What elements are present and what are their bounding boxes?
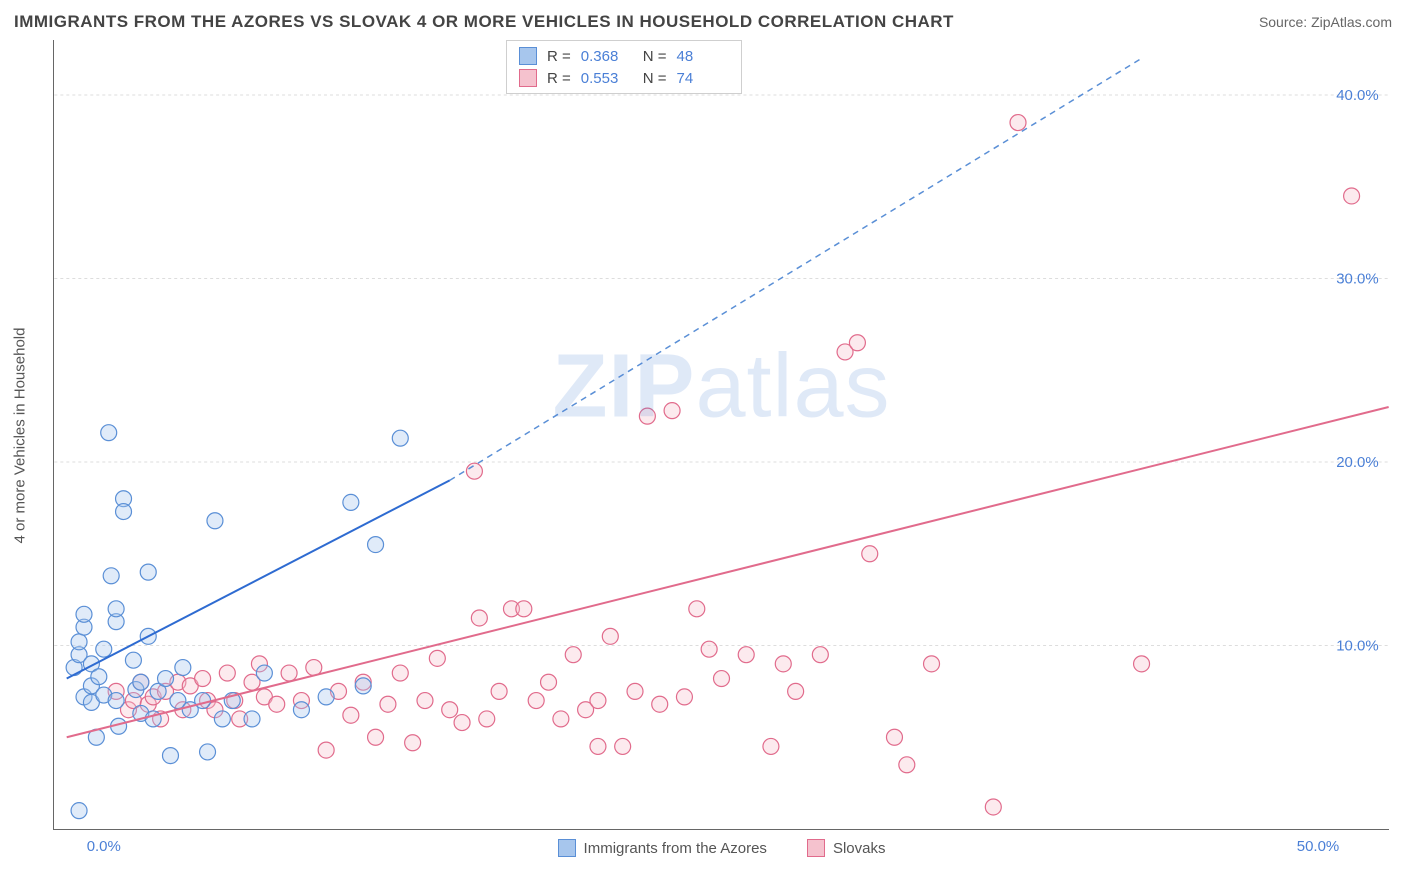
series-legend: Immigrants from the Azores Slovaks: [54, 839, 1389, 857]
swatch-azores: [558, 839, 576, 857]
legend-label-azores: Immigrants from the Azores: [584, 840, 767, 857]
n-value-slovak: 74: [677, 70, 729, 87]
n-value-azores: 48: [677, 48, 729, 65]
scatter-chart: 10.0%20.0%30.0%40.0%0.0%50.0%: [54, 40, 1389, 829]
correlation-row-slovak: R = 0.553 N = 74: [519, 67, 729, 89]
swatch-slovak: [519, 69, 537, 87]
svg-text:40.0%: 40.0%: [1336, 87, 1378, 104]
n-label: N =: [643, 48, 667, 65]
swatch-azores: [519, 47, 537, 65]
swatch-slovak: [807, 839, 825, 857]
n-label: N =: [643, 70, 667, 87]
r-label: R =: [547, 48, 571, 65]
y-axis-label: 4 or more Vehicles in Household: [12, 327, 29, 543]
chart-title: IMMIGRANTS FROM THE AZORES VS SLOVAK 4 O…: [14, 12, 954, 32]
r-value-azores: 0.368: [581, 48, 633, 65]
plot-area: 10.0%20.0%30.0%40.0%0.0%50.0% ZIPatlas R…: [53, 40, 1389, 830]
svg-text:30.0%: 30.0%: [1336, 271, 1378, 288]
svg-text:10.0%: 10.0%: [1336, 638, 1378, 655]
correlation-legend: R = 0.368 N = 48 R = 0.553 N = 74: [506, 40, 742, 94]
r-value-slovak: 0.553: [581, 70, 633, 87]
r-label: R =: [547, 70, 571, 87]
svg-text:20.0%: 20.0%: [1336, 454, 1378, 471]
legend-item-slovak: Slovaks: [807, 839, 886, 857]
legend-label-slovak: Slovaks: [833, 840, 886, 857]
source-attribution: Source: ZipAtlas.com: [1259, 14, 1392, 30]
legend-item-azores: Immigrants from the Azores: [558, 839, 767, 857]
correlation-row-azores: R = 0.368 N = 48: [519, 45, 729, 67]
